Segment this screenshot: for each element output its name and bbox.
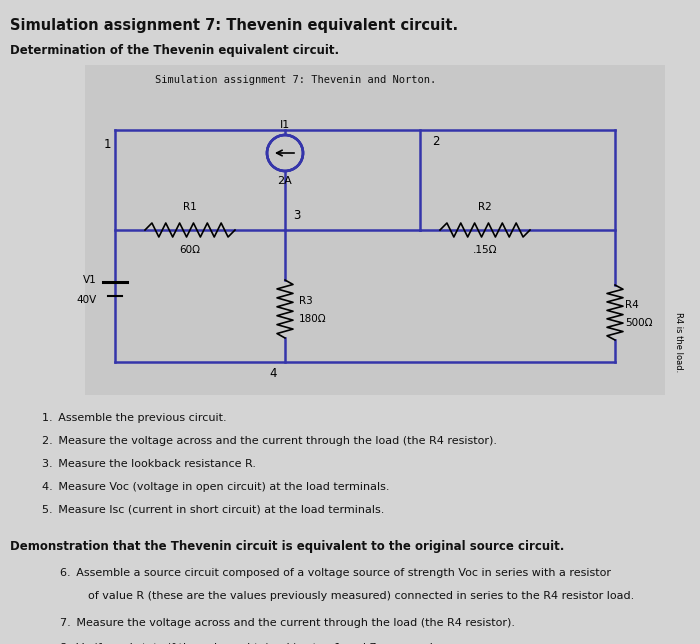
Text: 3. Measure the lookback resistance R.: 3. Measure the lookback resistance R. <box>42 459 256 469</box>
Bar <box>85 65 665 395</box>
Text: 5. Measure Isc (current in short circuit) at the load terminals.: 5. Measure Isc (current in short circuit… <box>42 505 384 515</box>
Text: 7. Measure the voltage across and the current through the load (the R4 resistor): 7. Measure the voltage across and the cu… <box>60 618 515 628</box>
Text: 2A: 2A <box>278 176 293 186</box>
Text: Demonstration that the Thevenin circuit is equivalent to the original source cir: Demonstration that the Thevenin circuit … <box>10 540 564 553</box>
Text: R3: R3 <box>299 296 313 306</box>
Text: 60Ω: 60Ω <box>179 245 200 255</box>
Text: 8. Verify and state if the values obtained in step 1 and 7 are equal.: 8. Verify and state if the values obtain… <box>60 643 437 644</box>
Text: 2. Measure the voltage across and the current through the load (the R4 resistor): 2. Measure the voltage across and the cu… <box>42 436 497 446</box>
Text: .15Ω: .15Ω <box>473 245 497 255</box>
Text: 4: 4 <box>270 367 277 380</box>
Text: 500Ω: 500Ω <box>625 317 652 328</box>
Text: 1: 1 <box>104 138 111 151</box>
Text: 6. Assemble a source circuit composed of a voltage source of strength Voc in ser: 6. Assemble a source circuit composed of… <box>60 568 611 578</box>
Text: R2: R2 <box>478 202 492 212</box>
Text: 1. Assemble the previous circuit.: 1. Assemble the previous circuit. <box>42 413 227 423</box>
Text: I1: I1 <box>280 120 290 130</box>
Text: of value R (these are the values previously measured) connected in series to the: of value R (these are the values previou… <box>60 591 634 601</box>
Text: Simulation assignment 7: Thevenin and Norton.: Simulation assignment 7: Thevenin and No… <box>155 75 436 85</box>
Text: R4 is the load.: R4 is the load. <box>673 312 682 373</box>
Text: 4. Measure Voc (voltage in open circuit) at the load terminals.: 4. Measure Voc (voltage in open circuit)… <box>42 482 389 492</box>
Text: Simulation assignment 7: Thevenin equivalent circuit.: Simulation assignment 7: Thevenin equiva… <box>10 18 458 33</box>
Text: 180Ω: 180Ω <box>299 314 327 324</box>
Text: R1: R1 <box>183 202 197 212</box>
Text: 40V: 40V <box>77 295 97 305</box>
Text: 2: 2 <box>432 135 440 148</box>
Circle shape <box>267 135 303 171</box>
Text: R4: R4 <box>625 299 638 310</box>
Text: V1: V1 <box>83 275 97 285</box>
Text: Determination of the Thevenin equivalent circuit.: Determination of the Thevenin equivalent… <box>10 44 339 57</box>
Text: 3: 3 <box>293 209 300 222</box>
